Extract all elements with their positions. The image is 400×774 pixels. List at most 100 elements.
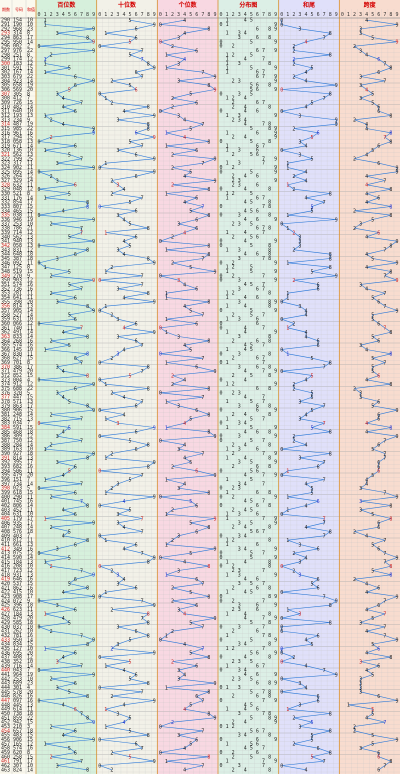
distribution-digit: 8	[268, 503, 271, 509]
trend-point: 8	[389, 503, 392, 509]
distribution-digit: 3	[238, 659, 241, 665]
number-label: 387	[13, 256, 22, 262]
trend-point: 9	[153, 170, 156, 176]
trend-point: 1	[165, 295, 168, 301]
trend-point: 6	[74, 490, 77, 496]
distribution-digit: 3	[238, 763, 241, 769]
distribution-digit: 0	[220, 239, 223, 245]
distribution-digit: 9	[274, 616, 277, 622]
trend-point: 7	[80, 326, 83, 332]
distribution-digit: 8	[268, 204, 271, 210]
distribution-digit: 6	[256, 386, 259, 392]
trend-point: 2	[353, 386, 356, 392]
distribution-digit: 5	[250, 468, 253, 474]
trend-point: 9	[395, 594, 398, 600]
trend-point: 5	[189, 308, 192, 314]
trend-point: 8	[389, 564, 392, 570]
sum-label: 7	[27, 421, 30, 427]
distribution-digit: 7	[262, 195, 265, 201]
trend-point: 2	[171, 105, 174, 111]
trend-point: 6	[135, 430, 138, 436]
trend-point: 4	[304, 443, 307, 449]
trend-point: 8	[147, 464, 150, 470]
sum-label: 11	[27, 291, 33, 297]
trend-point: 0	[98, 308, 101, 314]
period-label: 314	[1, 122, 10, 128]
number-label: 562	[13, 152, 22, 158]
trend-point: 5	[68, 313, 71, 319]
number-label: 734	[13, 481, 22, 487]
distribution-digit: 9	[274, 650, 277, 656]
period-label: 414	[1, 555, 10, 561]
distribution-digit: 3	[238, 213, 241, 219]
period-label: 324	[1, 165, 10, 171]
trend-point: 4	[183, 746, 186, 752]
distribution-digit: 6	[256, 152, 259, 158]
distribution-digit: 7	[262, 438, 265, 444]
sum-label: 13	[27, 542, 33, 548]
number-label: 701	[13, 360, 22, 366]
trend-point: 8	[207, 187, 210, 193]
distribution-digit: 0	[220, 377, 223, 383]
trend-point: 6	[377, 196, 380, 202]
number-label: 270	[13, 273, 22, 279]
trend-point: 2	[110, 191, 113, 197]
sum-label: 14	[27, 555, 33, 561]
distribution-digit: 1	[226, 22, 229, 28]
trend-point: 2	[50, 135, 53, 141]
distribution-digit: 7	[262, 100, 265, 106]
distribution-digit: 5	[250, 373, 253, 379]
sum-label: 17	[27, 516, 33, 522]
trend-point: 2	[292, 716, 295, 722]
distribution-digit: 5	[250, 65, 253, 71]
number-label: 234	[13, 117, 22, 123]
number-label: 927	[13, 451, 22, 457]
distribution-digit: 0	[220, 564, 223, 570]
trend-point: 3	[298, 724, 301, 730]
trend-point: 5	[68, 343, 71, 349]
trend-point: 3	[56, 161, 59, 167]
period-label: 350	[1, 278, 10, 284]
number-label: 740	[13, 325, 22, 331]
trend-point: 2	[171, 96, 174, 102]
distribution-digit: 9	[274, 516, 277, 522]
trend-point: 0	[280, 590, 283, 596]
distribution-digit: 0	[220, 408, 223, 414]
number-label: 614	[13, 707, 22, 713]
trend-point: 0	[280, 317, 283, 323]
trend-point: 3	[177, 278, 180, 284]
trend-point: 7	[80, 482, 83, 488]
distribution-digit: 4	[244, 767, 247, 773]
distribution-digit: 6	[256, 629, 259, 635]
period-label: 412	[1, 546, 10, 552]
distribution-digit: 8	[268, 334, 271, 340]
trend-point: 6	[135, 152, 138, 158]
distribution-digit: 8	[268, 711, 271, 717]
distribution-digit: 2	[232, 44, 235, 50]
trend-point: 6	[377, 646, 380, 652]
number-label: 682	[13, 464, 22, 470]
distribution-digit: 2	[232, 312, 235, 318]
trend-point: 0	[98, 534, 101, 540]
trend-point: 6	[135, 672, 138, 678]
trend-point: 4	[62, 330, 65, 336]
trend-point: 7	[383, 274, 386, 280]
distribution-digit: 2	[232, 564, 235, 570]
number-label: 903	[13, 278, 22, 284]
distribution-digit: 6	[256, 182, 259, 188]
distribution-digit: 9	[274, 239, 277, 245]
trend-point: 6	[74, 83, 77, 89]
sum-label: 17	[27, 35, 33, 41]
sum-label: 15	[27, 581, 33, 587]
trend-point: 2	[110, 313, 113, 319]
section-digit-header: 6	[317, 12, 320, 18]
trend-point: 6	[377, 469, 380, 475]
distribution-digit: 4	[244, 733, 247, 739]
trend-point: 3	[56, 92, 59, 98]
trend-point: 1	[44, 347, 47, 353]
trend-point: 5	[129, 659, 132, 665]
sum-label: 13	[27, 611, 33, 617]
period-label: 358	[1, 312, 10, 318]
period-label: 347	[1, 265, 10, 271]
trend-point: 0	[159, 555, 162, 561]
